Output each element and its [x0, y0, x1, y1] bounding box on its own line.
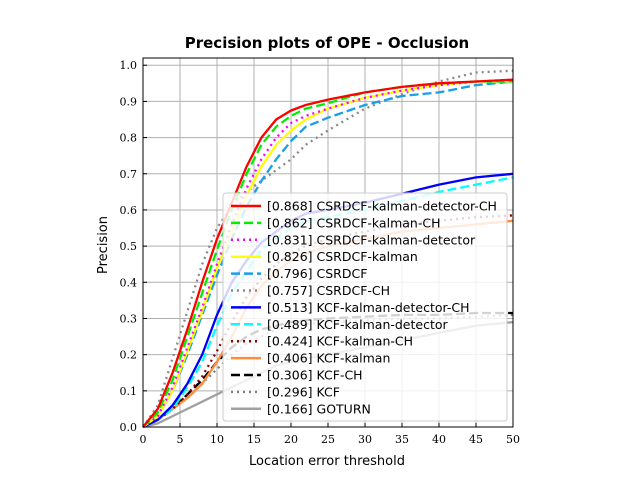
chart-title: Precision plots of OPE - Occlusion	[185, 34, 470, 52]
legend-box	[222, 192, 508, 422]
x-tick-label: 50	[506, 433, 520, 446]
legend-label-12: [0.166] GOTURN	[267, 401, 371, 416]
legend-label-9: [0.406] KCF-kalman	[267, 351, 390, 366]
y-tick-label: 0.7	[120, 168, 138, 181]
x-tick-label: 35	[395, 433, 409, 446]
legend-label-11: [0.296] KCF	[267, 384, 340, 399]
y-tick-label: 0.2	[120, 349, 138, 362]
legend-label-4: [0.796] CSRDCF	[267, 266, 367, 281]
x-tick-label: 40	[432, 433, 446, 446]
legend-label-6: [0.513] KCF-kalman-detector-CH	[267, 300, 470, 315]
y-axis-label: Precision	[96, 216, 111, 274]
x-tick-label: 0	[140, 433, 147, 446]
y-tick-label: 0.4	[120, 276, 138, 289]
axis-ticks: 0 5 10 15 20 25 30 35 40 45 50 0.0 0.1 0.2 0.3 0.4 0.5 0.…	[120, 59, 521, 446]
x-tick-label: 10	[210, 433, 224, 446]
legend-label-1: [0.862] CSRDCF-kalman-CH	[267, 215, 440, 230]
y-tick-label: 0.3	[120, 312, 138, 325]
y-tick-label: 0.1	[120, 385, 138, 398]
legend-label-10: [0.306] KCF-CH	[267, 368, 363, 383]
series-line-5	[142, 69, 514, 428]
x-tick-label: 15	[247, 433, 261, 446]
x-axis-label: Location error threshold	[249, 454, 405, 469]
y-tick-label: 0.5	[120, 240, 138, 253]
series-line-3	[142, 80, 513, 428]
y-tick-label: 1.0	[120, 59, 138, 72]
y-tick-label: 0.6	[120, 204, 138, 217]
series-lines	[142, 69, 514, 429]
series-line-0	[142, 78, 514, 428]
x-tick-label: 45	[469, 433, 483, 446]
legend-label-3: [0.826] CSRDCF-kalman	[267, 249, 418, 264]
x-tick-label: 25	[321, 433, 335, 446]
legend-label-2: [0.831] CSRDCF-kalman-detector	[267, 232, 476, 247]
y-tick-label: 0.9	[120, 95, 138, 108]
legend-label-8: [0.424] KCF-kalman-CH	[267, 334, 413, 349]
x-tick-label: 30	[358, 433, 372, 446]
legend-label-5: [0.757] CSRDCF-CH	[267, 283, 390, 298]
legend-label-7: [0.489] KCF-kalman-detector	[267, 317, 449, 332]
y-tick-label: 0.0	[120, 421, 138, 434]
x-tick-label: 20	[284, 433, 298, 446]
y-tick-label: 0.8	[120, 132, 138, 145]
legend-label-0: [0.868] CSRDCF-kalman-detector-CH	[267, 199, 497, 214]
x-tick-label: 5	[177, 433, 184, 446]
legend: [0.868] CSRDCF-kalman-detector-CH[0.862]…	[222, 192, 508, 422]
